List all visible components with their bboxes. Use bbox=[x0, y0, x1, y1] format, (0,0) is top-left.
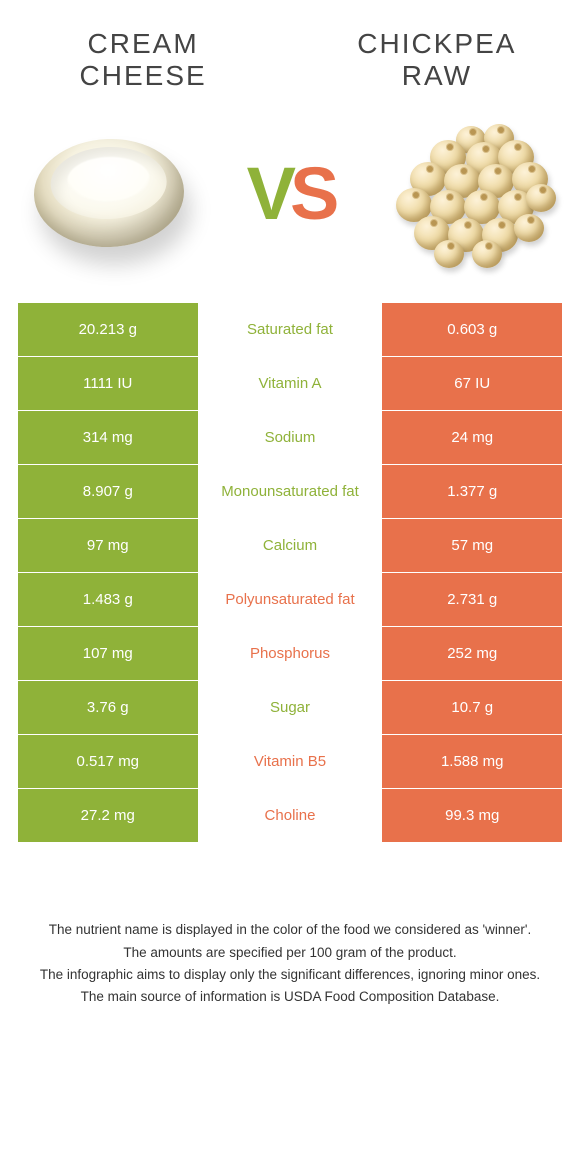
nutrient-label: Calcium bbox=[198, 519, 383, 572]
cream-cheese-bowl-icon bbox=[32, 137, 186, 250]
right-value: 0.603 g bbox=[382, 303, 562, 356]
hero-row: VS bbox=[18, 118, 562, 268]
left-value: 1111 IU bbox=[18, 357, 198, 410]
left-value: 314 mg bbox=[18, 411, 198, 464]
table-row: 20.213 gSaturated fat0.603 g bbox=[18, 302, 562, 356]
chickpea-icon bbox=[526, 184, 556, 212]
vs-v: V bbox=[247, 152, 290, 235]
nutrient-label: Polyunsaturated fat bbox=[198, 573, 383, 626]
right-value: 252 mg bbox=[382, 627, 562, 680]
nutrient-label: Choline bbox=[198, 789, 383, 842]
right-value: 24 mg bbox=[382, 411, 562, 464]
cream-cheese-image bbox=[24, 118, 194, 268]
left-value: 3.76 g bbox=[18, 681, 198, 734]
nutrient-label: Monounsaturated fat bbox=[198, 465, 383, 518]
table-row: 314 mgSodium24 mg bbox=[18, 410, 562, 464]
table-row: 3.76 gSugar10.7 g bbox=[18, 680, 562, 734]
footer-line-4: The main source of information is USDA F… bbox=[32, 987, 548, 1007]
comparison-table: 20.213 gSaturated fat0.603 g1111 IUVitam… bbox=[18, 302, 562, 842]
left-value: 107 mg bbox=[18, 627, 198, 680]
title-row: CREAM CHEESE CHICKPEA RAW bbox=[18, 28, 562, 92]
chickpea-icon bbox=[434, 240, 464, 268]
right-value: 10.7 g bbox=[382, 681, 562, 734]
right-value: 67 IU bbox=[382, 357, 562, 410]
table-row: 1.483 gPolyunsaturated fat2.731 g bbox=[18, 572, 562, 626]
title-left-line2: CHEESE bbox=[80, 60, 207, 91]
right-value: 1.377 g bbox=[382, 465, 562, 518]
vs-s: S bbox=[290, 152, 333, 235]
footer-line-2: The amounts are specified per 100 gram o… bbox=[32, 943, 548, 963]
table-row: 107 mgPhosphorus252 mg bbox=[18, 626, 562, 680]
nutrient-label: Phosphorus bbox=[198, 627, 383, 680]
left-value: 20.213 g bbox=[18, 303, 198, 356]
nutrient-label: Vitamin B5 bbox=[198, 735, 383, 788]
nutrient-label: Saturated fat bbox=[198, 303, 383, 356]
footer-notes: The nutrient name is displayed in the co… bbox=[18, 920, 562, 1007]
right-value: 99.3 mg bbox=[382, 789, 562, 842]
left-value: 8.907 g bbox=[18, 465, 198, 518]
footer-line-1: The nutrient name is displayed in the co… bbox=[32, 920, 548, 940]
left-value: 97 mg bbox=[18, 519, 198, 572]
title-right-line1: CHICKPEA bbox=[357, 28, 516, 59]
title-right-line2: RAW bbox=[402, 60, 472, 91]
chickpea-pile-icon bbox=[386, 118, 556, 268]
chickpea-image bbox=[386, 118, 556, 268]
right-value: 2.731 g bbox=[382, 573, 562, 626]
left-value: 1.483 g bbox=[18, 573, 198, 626]
right-value: 1.588 mg bbox=[382, 735, 562, 788]
left-value: 0.517 mg bbox=[18, 735, 198, 788]
chickpea-icon bbox=[514, 214, 544, 242]
nutrient-label: Sugar bbox=[198, 681, 383, 734]
table-row: 1111 IUVitamin A67 IU bbox=[18, 356, 562, 410]
left-value: 27.2 mg bbox=[18, 789, 198, 842]
right-value: 57 mg bbox=[382, 519, 562, 572]
title-left-line1: CREAM bbox=[88, 28, 199, 59]
table-row: 27.2 mgCholine99.3 mg bbox=[18, 788, 562, 842]
title-right: CHICKPEA RAW bbox=[312, 28, 562, 92]
vs-label: VS bbox=[247, 151, 334, 236]
title-left: CREAM CHEESE bbox=[18, 28, 268, 92]
table-row: 97 mgCalcium57 mg bbox=[18, 518, 562, 572]
footer-line-3: The infographic aims to display only the… bbox=[32, 965, 548, 985]
nutrient-label: Vitamin A bbox=[198, 357, 383, 410]
nutrient-label: Sodium bbox=[198, 411, 383, 464]
table-row: 0.517 mgVitamin B51.588 mg bbox=[18, 734, 562, 788]
infographic-root: CREAM CHEESE CHICKPEA RAW VS 20.213 gSat… bbox=[0, 0, 580, 1029]
chickpea-icon bbox=[472, 240, 502, 268]
table-row: 8.907 gMonounsaturated fat1.377 g bbox=[18, 464, 562, 518]
